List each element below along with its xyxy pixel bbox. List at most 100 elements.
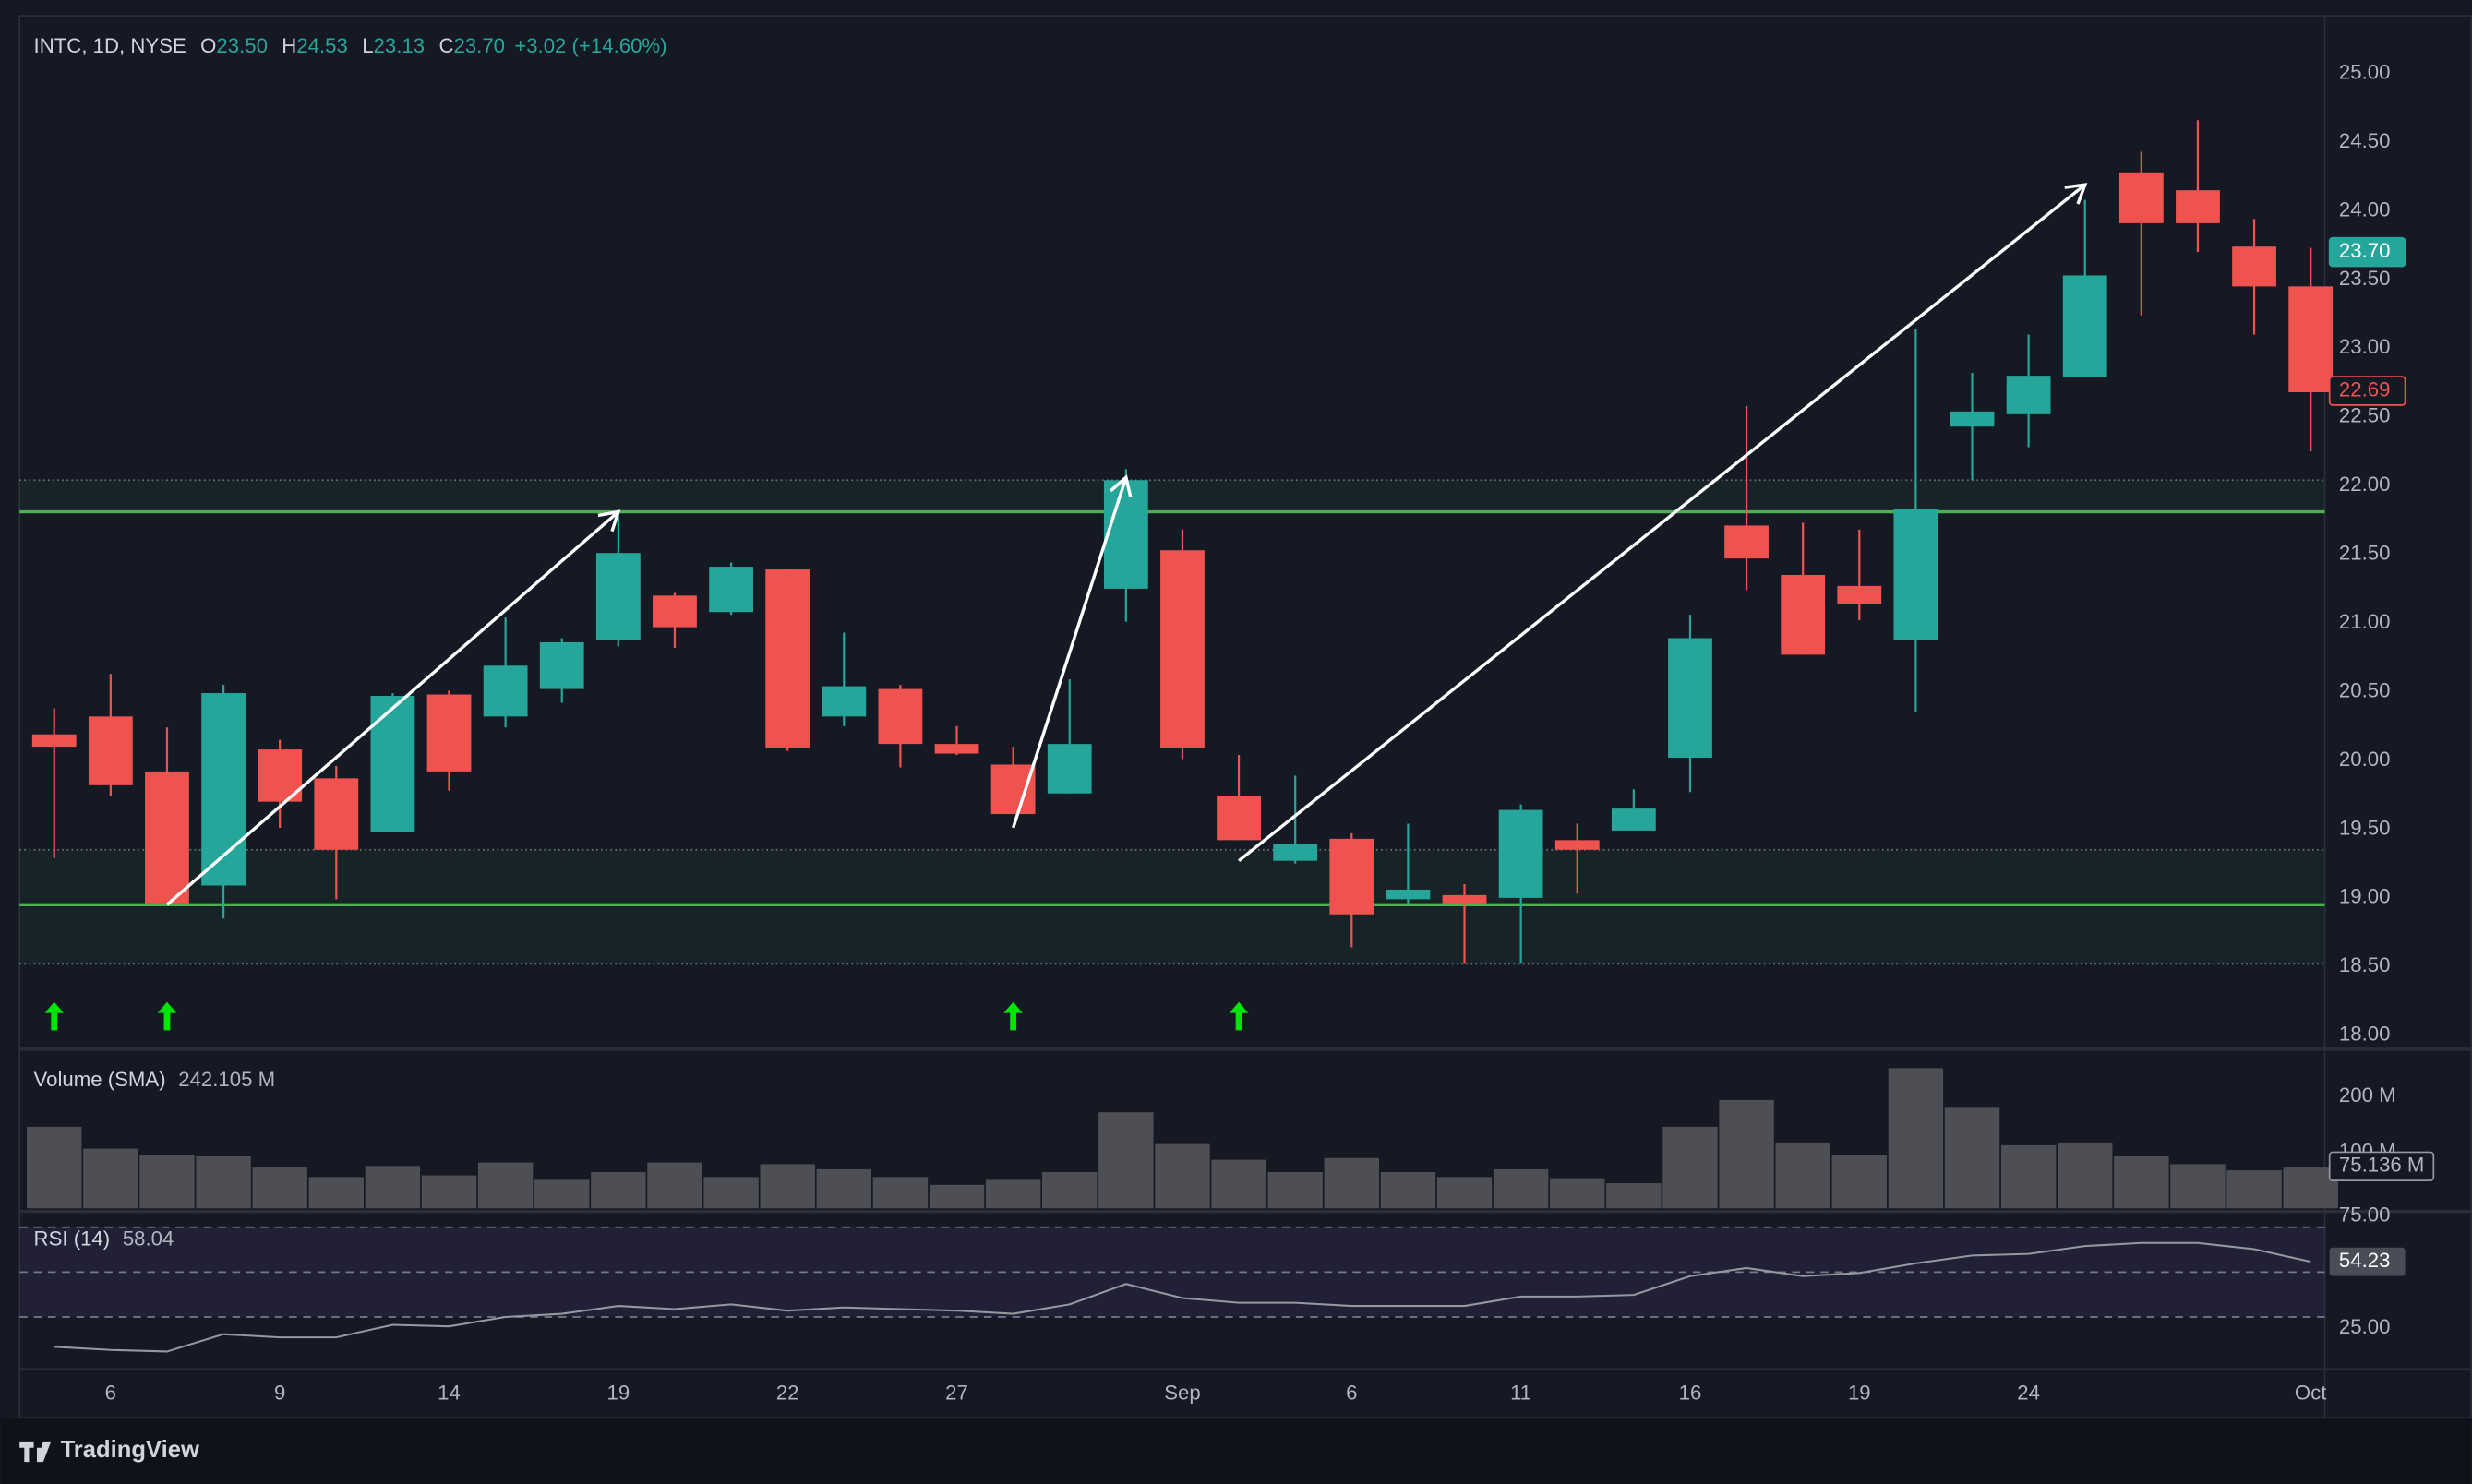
volume-bar <box>872 1177 929 1209</box>
time-tick-label: 11 <box>1510 1382 1531 1405</box>
volume-bar <box>308 1177 365 1209</box>
rsi-value: 58.04 <box>123 1227 174 1250</box>
candle-body <box>314 778 359 850</box>
time-tick-label: 6 <box>105 1382 116 1405</box>
volume-bar <box>1324 1157 1379 1209</box>
candle-body <box>1668 638 1712 759</box>
time-tick-label: 9 <box>274 1382 285 1405</box>
price-tick-label: 22.00 <box>2339 473 2391 496</box>
zone <box>19 849 2325 964</box>
volume-bar <box>421 1175 477 1209</box>
volume-bar <box>196 1155 251 1209</box>
price-tick-label: 20.50 <box>2339 678 2391 701</box>
legend-symbol: INTC, 1D, NYSE <box>34 34 186 57</box>
candle-body <box>1724 525 1769 559</box>
rsi-tag <box>2329 1247 2406 1276</box>
rsi-tick-label: 25.00 <box>2339 1315 2391 1338</box>
price-tick-label: 19.00 <box>2339 885 2391 908</box>
candle-body <box>483 665 528 717</box>
legend-field-value: 23.50 <box>216 34 268 57</box>
time-tick-label: 6 <box>1346 1382 1357 1405</box>
price-tag <box>2328 236 2406 268</box>
candle-body <box>1442 894 1487 904</box>
volume-bar <box>1098 1112 1154 1209</box>
zone <box>19 480 2325 512</box>
price-tick-label: 18.00 <box>2339 1023 2391 1046</box>
candle-body <box>1217 796 1261 841</box>
candle-body <box>1781 575 1826 655</box>
volume-value: 242.105 M <box>178 1068 275 1091</box>
trend-arrow <box>1012 476 1128 829</box>
candle-body <box>709 567 753 613</box>
volume-bar <box>703 1177 759 1209</box>
volume-bar <box>1380 1171 1436 1209</box>
brand: TradingView <box>61 1437 199 1463</box>
volume-bar <box>760 1164 815 1209</box>
volume-tick-label: 200 M <box>2339 1083 2396 1107</box>
volume-bar <box>1436 1177 1493 1209</box>
rsi-name: RSI (14) <box>34 1227 111 1250</box>
legend-field-name: C <box>438 34 453 57</box>
candle-body <box>1893 509 1938 640</box>
volume-tag <box>2328 1151 2435 1182</box>
legend-field-name: L <box>362 34 373 57</box>
price-tick-label: 25.00 <box>2339 60 2391 83</box>
volume-bar <box>2000 1144 2057 1209</box>
candle-body <box>2288 286 2334 393</box>
candle-body <box>1160 550 1205 748</box>
price-tick-label: 19.50 <box>2339 816 2391 839</box>
candle-body <box>2006 376 2051 414</box>
candle-body <box>822 686 867 717</box>
volume-bar <box>2170 1164 2226 1209</box>
volume-bar <box>1155 1143 1210 1209</box>
time-tick-label: 22 <box>776 1382 799 1405</box>
price-tick-label: 24.00 <box>2339 197 2391 221</box>
price-tick-label: 23.00 <box>2339 335 2391 358</box>
volume-bar <box>365 1166 421 1209</box>
candle-body <box>2062 275 2107 377</box>
arrow-head <box>597 509 621 533</box>
candle-body <box>1611 808 1656 831</box>
volume-bar <box>252 1167 307 1209</box>
rsi-tag-label: 54.23 <box>2339 1249 2391 1272</box>
candle-body <box>1047 744 1092 794</box>
candle-body <box>2118 172 2164 223</box>
signal-arrow <box>44 1001 64 1031</box>
candle-body <box>201 693 246 886</box>
time-tick-label: 14 <box>438 1382 461 1405</box>
chart-frame <box>18 15 2472 1419</box>
legend-field-value: 23.70 <box>453 34 505 57</box>
candle-body <box>370 696 415 832</box>
candle-body <box>1950 411 1995 427</box>
volume-bar <box>1775 1142 1830 1209</box>
candle-body <box>990 764 1036 815</box>
price-tick-label: 18.50 <box>2339 953 2391 976</box>
legend-field-name: H <box>282 34 296 57</box>
legend-bg <box>26 1064 288 1097</box>
legend-field-value: 23.13 <box>374 34 426 57</box>
candle-body <box>88 716 133 785</box>
volume-bar <box>929 1184 985 1209</box>
trend-arrow <box>165 510 619 906</box>
volume-bar <box>1719 1099 1774 1209</box>
signal-arrow <box>1229 1001 1249 1031</box>
volume-bar <box>647 1162 702 1209</box>
price-tick-label: 24.50 <box>2339 129 2391 152</box>
volume-bar <box>139 1155 195 1209</box>
volume-bar <box>27 1126 82 1209</box>
rsi-legend: RSI (14) 58.04 <box>34 1227 174 1250</box>
rsi-line <box>54 1241 2311 1353</box>
legend-change: +3.02 (+14.60%) <box>514 34 666 57</box>
legend: INTC, 1D, NYSE O23.50 H24.53 L23.13 C23.70 +3… <box>34 34 667 57</box>
volume-bar <box>816 1168 871 1209</box>
price-tag-label: 23.70 <box>2339 239 2391 262</box>
candle-body <box>539 641 584 689</box>
time-tick-label: 16 <box>1679 1382 1702 1405</box>
volume-bar <box>2058 1142 2113 1209</box>
volume-bar <box>1042 1171 1098 1209</box>
signal-arrow <box>1003 1001 1023 1031</box>
time-tick-label: 19 <box>1848 1382 1871 1405</box>
volume-bar <box>477 1162 534 1209</box>
volume-bar <box>1831 1155 1887 1209</box>
